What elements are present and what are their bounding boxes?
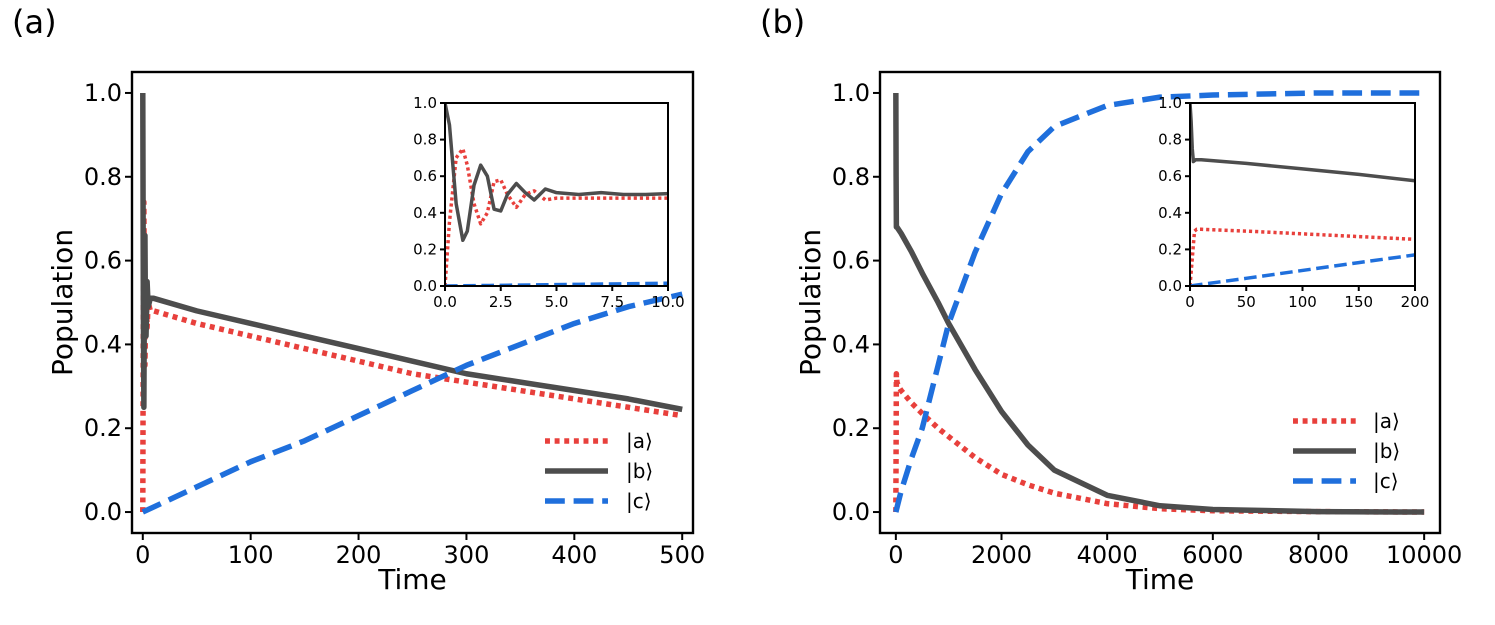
x-tick-label: 100	[228, 541, 274, 569]
chart-panel-b: (b)0 2000 4000 6000 8000 100000.00.20.40.60.8…	[760, 3, 1462, 596]
legend: |a⟩ |b⟩ |c⟩	[545, 429, 653, 513]
y-tick-label: 0.4	[832, 330, 870, 358]
series-group	[893, 90, 1425, 515]
inset-background	[1190, 103, 1415, 286]
inset-x-tick-label: 10.0	[651, 293, 684, 311]
inset-x-tick-label: 200	[1401, 293, 1430, 311]
legend-label-c: |c⟩	[1373, 469, 1399, 493]
y-tick-label: 0.2	[832, 414, 870, 442]
inset-plot: 0 50 100 150 200 0.0 0.2 0.4 0.6 0.8 1.0	[1158, 94, 1429, 311]
plot-frame	[878, 70, 1442, 535]
inset-y-tick-label: 0.8	[1158, 131, 1182, 149]
inset-y-tick-label: 0.0	[1158, 277, 1182, 295]
inset-x-tick-label: 2.5	[489, 293, 513, 311]
inset-plot: 0.0 2.5 5.0 7.5 10.0 0.0 0.2 0.4 0.6 0.8 1.0	[413, 94, 685, 311]
inset-x-tick-label: 0.0	[433, 293, 457, 311]
inset-x-tick-label: 50	[1237, 293, 1256, 311]
x-tick-label: 300	[444, 541, 490, 569]
x-tick-label: 8000	[1288, 541, 1349, 569]
legend-label-c: |c⟩	[626, 489, 652, 513]
inset-series-line-c	[1190, 253, 1415, 286]
legend-label-a: |a⟩	[626, 429, 653, 453]
inset-x-tick-label: 100	[1288, 293, 1317, 311]
x-tick-label: 500	[659, 541, 705, 569]
y-tick-label: 1.0	[84, 79, 122, 107]
series-line-a	[140, 199, 683, 513]
series-line-b	[140, 92, 683, 413]
x-tick-label: 10000	[1386, 541, 1462, 569]
y-tick-label: 0.6	[84, 247, 122, 275]
legend-label-b: |b⟩	[626, 459, 653, 483]
chart-panel-a: (a) 0 100 200 300 400 500 0.0 0.2 0.4 0.6 0.8 1.0 Tim…	[12, 3, 705, 596]
x-tick-label: 0	[888, 541, 903, 569]
x-tick-label: 0	[135, 541, 150, 569]
inset-series-group	[1190, 103, 1415, 286]
y-axis-title: Population	[46, 229, 79, 376]
series-line-b	[893, 92, 1425, 515]
series-group	[140, 92, 683, 515]
x-tick-label: 200	[336, 541, 382, 569]
inset-y-tick-label: 0.4	[413, 204, 437, 222]
inset-y-tick-label: 1.0	[1158, 94, 1182, 112]
series-line-c	[893, 90, 1425, 513]
x-tick-label: 4000	[1077, 541, 1138, 569]
inset-y-tick-label: 0.4	[1158, 204, 1182, 222]
x-axis-title: Time	[377, 563, 447, 596]
x-tick-label: 2000	[971, 541, 1032, 569]
x-tick-label: 400	[551, 541, 597, 569]
y-tick-label: 0.0	[84, 498, 122, 526]
y-axis-title: Population	[794, 229, 827, 376]
inset-x-tick-label: 5.0	[545, 293, 569, 311]
inset-y-tick-label: 0.2	[1158, 240, 1182, 258]
y-tick-label: 0.8	[84, 163, 122, 191]
inset-y-tick-label: 0.6	[413, 167, 437, 185]
inset-x-tick-label: 7.5	[600, 293, 624, 311]
inset-y-tick-label: 0.6	[1158, 167, 1182, 185]
inset-series-line-a	[1190, 227, 1415, 286]
panel-label: (b)	[760, 3, 805, 41]
plot-frame	[130, 70, 695, 535]
inset-series-line-a	[445, 147, 668, 286]
series-line-a	[893, 371, 1425, 515]
inset-series-line-b	[445, 103, 668, 242]
x-axis-title: Time	[1125, 563, 1195, 596]
series-line-c	[141, 291, 683, 515]
inset-y-tick-label: 0.0	[413, 277, 437, 295]
x-tick-label: 6000	[1182, 541, 1243, 569]
y-tick-label: 0.2	[84, 414, 122, 442]
legend-label-a: |a⟩	[1373, 409, 1400, 433]
y-tick-label: 0.8	[832, 163, 870, 191]
y-tick-label: 1.0	[832, 79, 870, 107]
inset-series-line-b	[1190, 103, 1415, 183]
legend: |a⟩ |b⟩ |c⟩	[1293, 409, 1400, 493]
inset-y-tick-label: 0.2	[413, 240, 437, 258]
inset-y-tick-label: 0.8	[413, 131, 437, 149]
y-tick-label: 0.6	[832, 247, 870, 275]
y-tick-label: 0.0	[832, 498, 870, 526]
inset-x-tick-label: 0	[1185, 293, 1195, 311]
y-tick-label: 0.4	[84, 330, 122, 358]
panel-label: (a)	[12, 3, 57, 41]
inset-y-tick-label: 1.0	[413, 94, 437, 112]
inset-x-tick-label: 150	[1344, 293, 1373, 311]
legend-label-b: |b⟩	[1373, 439, 1400, 463]
